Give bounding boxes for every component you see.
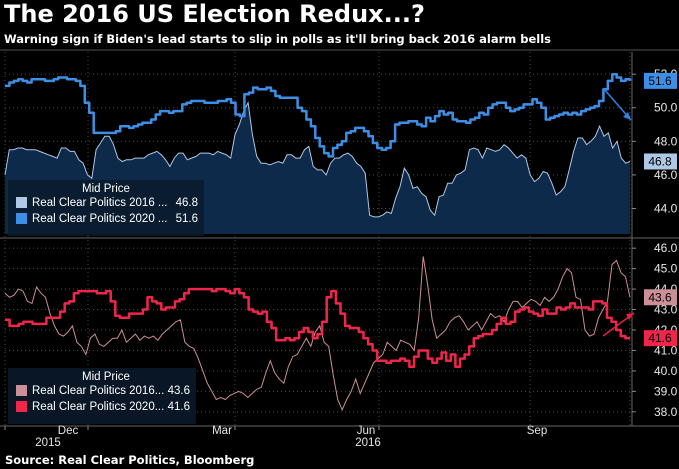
y-tick-label: 41.0 [654, 343, 678, 357]
x-month-label: Dec [58, 425, 79, 437]
x-month-label: Sep [527, 425, 547, 437]
legend-swatch [16, 385, 27, 396]
y-tick-label: 43.0 [654, 303, 678, 317]
last-value-label-2020-bg [644, 330, 677, 347]
y-tick-label: 45.0 [654, 262, 678, 276]
trend-arrowhead [623, 112, 631, 120]
legend-swatch [16, 401, 27, 412]
x-year-label: 2016 [355, 437, 381, 449]
legend-entry-2: Real Clear Politics 2020 ... [32, 213, 168, 225]
y-tick-label: 39.0 [654, 384, 678, 398]
y-tick-label: 46.0 [654, 241, 678, 255]
legend-title: Mid Price [82, 371, 130, 383]
x-month-label: Mar [212, 425, 232, 437]
y-tick-label: 38.0 [654, 405, 678, 419]
legend-value-1: 43.6 [168, 385, 190, 397]
series-line-2020 [5, 72, 632, 158]
legend-value-2: 51.6 [176, 213, 198, 225]
y-tick-label: 50.0 [654, 101, 678, 115]
y-tick-label: 48.0 [654, 134, 678, 148]
source-note: Source: Real Clear Politics, Bloomberg [5, 453, 255, 467]
legend-value-2: 41.6 [168, 401, 190, 413]
last-value-label-2020-bg [644, 72, 677, 89]
x-month-label: Jun [357, 425, 376, 437]
series-line-2016 [4, 101, 631, 218]
y-tick-label: 40.0 [654, 364, 678, 378]
x-year-label: 2015 [35, 437, 61, 449]
last-value-label-2016: 43.6 [648, 290, 672, 304]
chart-panel-2: 38.039.040.041.042.043.044.045.046.043.6… [4, 241, 678, 424]
last-value-label-2016-bg [644, 153, 677, 170]
legend-swatch [16, 213, 27, 224]
legend-entry-1: Real Clear Politics 2016... [32, 385, 164, 397]
last-value-label-2016: 46.8 [648, 154, 672, 168]
legend-box-2 [8, 368, 196, 424]
legend-entry-2: Real Clear Politics 2020... [32, 401, 164, 413]
y-tick-label: 44.0 [654, 201, 678, 215]
legend-box-1 [8, 180, 204, 236]
series-line-2016 [4, 256, 631, 412]
chart-subtitle: Warning sign if Biden's lead starts to s… [4, 32, 552, 46]
legend-title: Mid Price [82, 183, 130, 195]
legend-value-1: 46.8 [176, 197, 198, 209]
series-line-2020 [5, 287, 630, 369]
trend-arrowhead [626, 313, 634, 320]
last-value-label-2020: 51.6 [648, 74, 672, 88]
chart-title: The 2016 US Election Redux...? [4, 0, 425, 28]
legend-swatch [16, 197, 27, 208]
last-value-label-2020: 41.6 [648, 331, 672, 345]
y-tick-label: 46.0 [654, 168, 678, 182]
legend-entry-1: Real Clear Politics 2016 ... [32, 197, 168, 209]
last-value-label-2016-bg [644, 289, 677, 306]
